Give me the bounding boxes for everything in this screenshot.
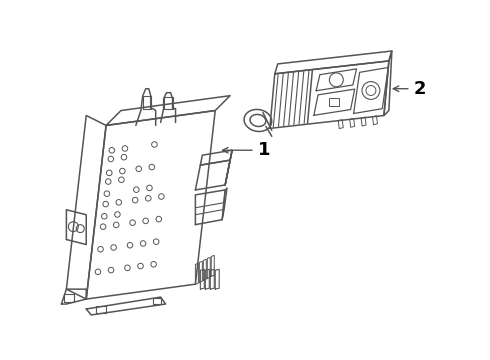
Bar <box>153 298 161 304</box>
Bar <box>64 294 74 302</box>
Text: 1: 1 <box>258 141 270 159</box>
Text: 2: 2 <box>414 80 426 98</box>
Bar <box>96 306 106 313</box>
Bar <box>329 98 339 106</box>
